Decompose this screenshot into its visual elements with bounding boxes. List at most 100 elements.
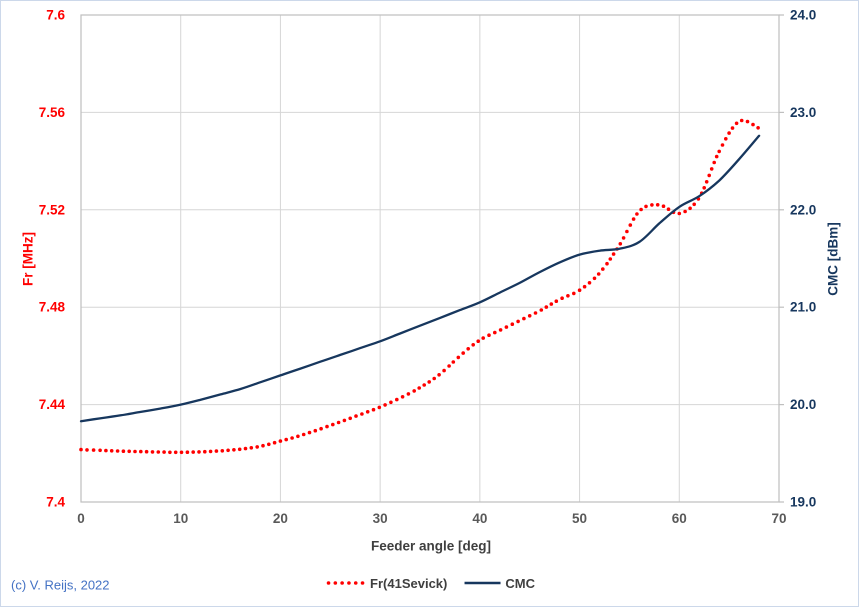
- fr-series-dot: [724, 137, 728, 141]
- fr-series-dot: [208, 449, 213, 454]
- fr-series-dot: [683, 209, 687, 214]
- fr-series-dot: [727, 131, 731, 135]
- fr-series-dot: [566, 294, 570, 298]
- fr-series-dot: [406, 392, 411, 396]
- fr-series-dot: [104, 448, 108, 453]
- legend-item-fr: Fr(41Sevick): [324, 576, 447, 591]
- fr-series-dot: [712, 160, 716, 165]
- y-left-tick-label: 7.4: [46, 495, 65, 510]
- fr-series-dot: [487, 333, 491, 338]
- fr-series-dot: [98, 448, 102, 453]
- fr-series-dot: [255, 445, 259, 449]
- fr-series-dot: [389, 400, 393, 405]
- fr-series-dot: [272, 440, 277, 445]
- fr-series-dot: [133, 449, 137, 454]
- fr-series-dot: [422, 383, 427, 387]
- fr-series-dot: [451, 360, 456, 364]
- x-tick-label: 60: [672, 511, 687, 526]
- fr-series-dot: [707, 173, 711, 178]
- fr-series-dot: [572, 291, 576, 296]
- fr-series-dot: [197, 450, 201, 454]
- fr-series-dot: [79, 447, 83, 452]
- fr-series-dot: [625, 229, 629, 234]
- fr-series-dot: [717, 149, 721, 154]
- fr-series-dot: [226, 448, 230, 453]
- fr-series-dot: [631, 217, 636, 221]
- fr-series-dot: [476, 339, 481, 344]
- fr-series-dot: [756, 126, 760, 130]
- x-tick-label: 0: [77, 511, 85, 526]
- fr-series-dot: [539, 308, 544, 312]
- fr-series-dot: [412, 389, 417, 393]
- fr-series-dot: [618, 242, 623, 246]
- fr-series-dot: [342, 418, 347, 423]
- fr-series-dot: [442, 368, 446, 373]
- x-tick-label: 50: [572, 511, 587, 526]
- fr-series-dot: [400, 395, 405, 399]
- legend-dotted-line-swatch: [326, 581, 364, 585]
- fr-series-dot: [360, 412, 364, 416]
- fr-series-dot: [395, 397, 399, 402]
- fr-series-dot: [605, 261, 609, 266]
- fr-series-dot: [601, 267, 605, 271]
- fr-series-dot: [383, 403, 387, 407]
- fr-series-dot: [577, 288, 582, 293]
- legend-dot: [326, 581, 330, 585]
- fr-series-dot: [560, 296, 564, 301]
- fr-series-dot: [179, 450, 184, 455]
- y-right-tick-label: 22.0: [790, 202, 816, 217]
- y-right-tick-label: 20.0: [790, 397, 816, 412]
- fr-series-dot: [139, 449, 143, 454]
- fr-series-dot: [290, 436, 294, 440]
- fr-series-dot: [688, 206, 692, 211]
- fr-series-dot: [661, 204, 666, 208]
- x-axis-title: Feeder angle [deg]: [370, 538, 492, 554]
- fr-series-dot: [720, 143, 725, 147]
- fr-series-dot: [109, 449, 114, 453]
- legend-dot: [333, 581, 337, 585]
- legend-solid-line-swatch: [464, 581, 501, 585]
- legend-dot: [360, 581, 364, 585]
- fr-series-dot: [91, 448, 96, 452]
- fr-series-dot: [504, 325, 509, 329]
- fr-series-dot: [554, 299, 559, 304]
- cmc-series-line: [79, 134, 761, 423]
- legend-label-fr: Fr(41Sevick): [370, 575, 448, 591]
- chart-legend: Fr(41Sevick) CMC: [324, 574, 535, 592]
- fr-series-dot: [261, 443, 265, 448]
- fr-series-dots: [79, 118, 760, 455]
- fr-series-dot: [527, 314, 532, 318]
- fr-series-dot: [709, 167, 714, 171]
- fr-series-dot: [417, 386, 422, 390]
- fr-series-dot: [739, 118, 744, 123]
- fr-series-dot: [704, 180, 709, 184]
- fr-series-dot: [313, 428, 318, 433]
- fr-series-dot: [427, 380, 432, 384]
- fr-series-dot: [127, 449, 131, 454]
- fr-series-dot: [587, 281, 592, 285]
- fr-series-dot: [628, 223, 633, 227]
- fr-series-dot: [156, 450, 161, 454]
- fr-series-dot: [185, 450, 190, 455]
- fr-series-dot: [714, 154, 719, 159]
- fr-series-dot: [644, 204, 648, 209]
- y-left-tick-label: 7.56: [39, 105, 66, 120]
- fr-series-dot: [621, 236, 626, 240]
- y-left-tick-label: 7.52: [39, 202, 65, 217]
- x-tick-label: 20: [273, 511, 288, 526]
- fr-series-dot: [191, 450, 195, 454]
- fr-series-dot: [650, 203, 654, 207]
- y-right-tick-label: 21.0: [790, 300, 816, 315]
- y-left-tick-label: 7.6: [46, 8, 65, 23]
- x-tick-label: 40: [472, 511, 487, 526]
- y-axis-title-right: CMC [dBm]: [825, 222, 841, 296]
- fr-series-dot: [150, 450, 155, 454]
- fr-series-dot: [354, 414, 358, 418]
- fr-series-dot: [702, 186, 706, 190]
- fr-series-dot: [336, 420, 341, 425]
- x-tick-label: 10: [173, 511, 188, 526]
- fr-series-dot: [278, 439, 283, 443]
- fr-series-dot: [203, 449, 207, 454]
